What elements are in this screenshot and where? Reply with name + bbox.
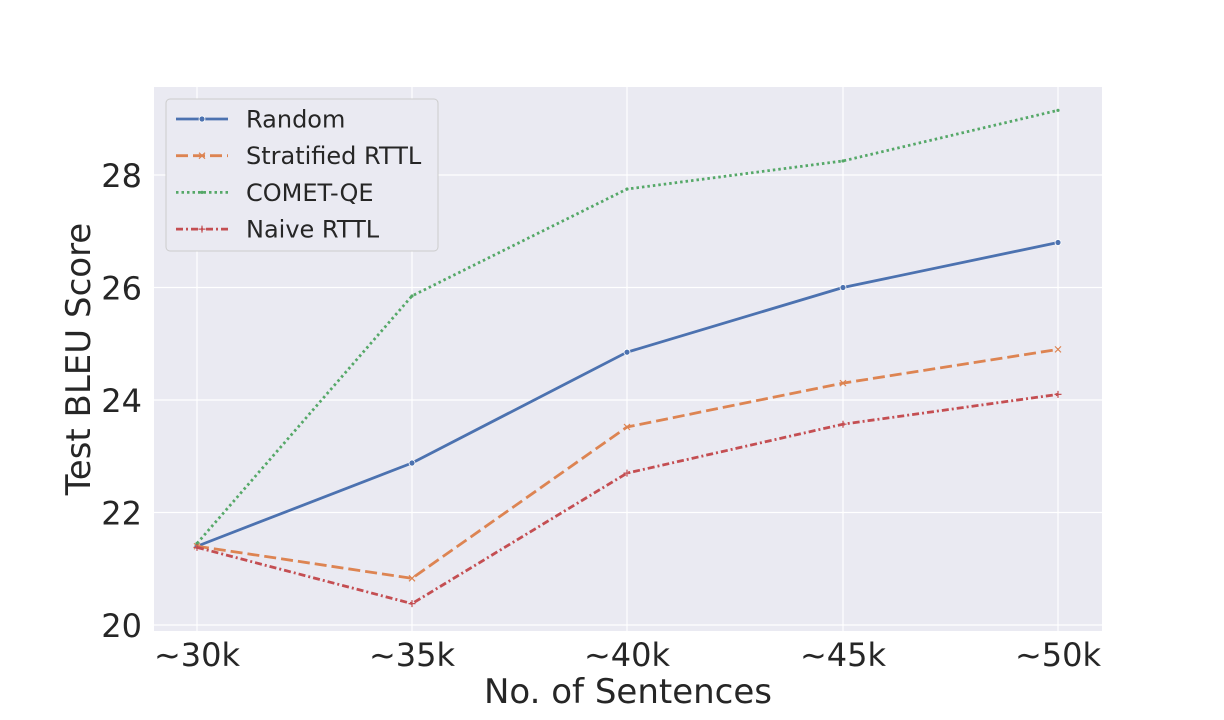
data-point bbox=[408, 600, 416, 608]
legend-item-naive-rttl: Naive RTTL bbox=[176, 216, 380, 244]
x-tick-label: ~40k bbox=[584, 636, 671, 674]
data-point bbox=[1054, 345, 1062, 353]
data-point bbox=[1054, 390, 1062, 398]
data-point bbox=[1056, 108, 1060, 112]
x-tick-label: ~45k bbox=[800, 636, 887, 674]
legend-label: Naive RTTL bbox=[246, 216, 380, 244]
legend-label: COMET-QE bbox=[246, 179, 374, 207]
x-axis-label: No. of Sentences bbox=[484, 672, 772, 712]
legend-item-comet-qe: COMET-QE bbox=[176, 179, 374, 207]
y-axis-label: Test BLEU Score bbox=[59, 223, 99, 496]
data-point bbox=[193, 543, 201, 551]
x-tick-label: ~50k bbox=[1015, 636, 1102, 674]
series-layer bbox=[193, 108, 1062, 608]
legend-item-stratified-rttl: Stratified RTTL bbox=[176, 142, 422, 170]
legend-item-random: Random bbox=[176, 106, 345, 134]
y-tick-label: 20 bbox=[101, 607, 142, 645]
legend-box bbox=[165, 98, 439, 252]
x-tick-labels: ~30k ~35k ~40k ~45k ~50k bbox=[154, 636, 1102, 674]
series-naive-rttl bbox=[193, 390, 1062, 608]
y-tick-label: 24 bbox=[101, 382, 142, 420]
legend-marker bbox=[198, 152, 206, 160]
data-point bbox=[408, 459, 416, 467]
grid-lines bbox=[154, 87, 1102, 631]
data-point bbox=[195, 541, 199, 546]
y-tick-label: 26 bbox=[101, 270, 142, 308]
y-tick-label: 22 bbox=[101, 495, 142, 533]
legend-marker bbox=[198, 115, 206, 123]
data-point bbox=[1054, 239, 1062, 246]
data-point bbox=[841, 159, 845, 163]
legend-marker bbox=[198, 225, 206, 233]
legend-label: Stratified RTTL bbox=[246, 142, 422, 170]
legend-label: Random bbox=[246, 106, 345, 134]
data-point bbox=[839, 420, 847, 428]
data-point bbox=[410, 294, 414, 298]
data-point bbox=[408, 574, 416, 582]
x-tick-label: ~35k bbox=[369, 636, 456, 674]
series-line-naive-rttl bbox=[196, 392, 1059, 606]
data-point bbox=[625, 187, 629, 191]
series-comet-qe bbox=[195, 108, 1060, 546]
data-point bbox=[623, 348, 631, 356]
legend-marker bbox=[200, 190, 204, 194]
series-random bbox=[193, 239, 1062, 550]
data-point bbox=[623, 469, 631, 477]
legend: Random Stratified RTTL COMET-QE Naive RTTL bbox=[165, 98, 439, 252]
y-tick-label: 28 bbox=[101, 157, 142, 195]
y-tick-labels: 20 22 24 26 28 bbox=[101, 157, 142, 645]
data-point bbox=[839, 284, 847, 291]
data-point bbox=[839, 379, 847, 387]
x-tick-label: ~30k bbox=[154, 636, 241, 674]
data-point bbox=[623, 423, 631, 431]
